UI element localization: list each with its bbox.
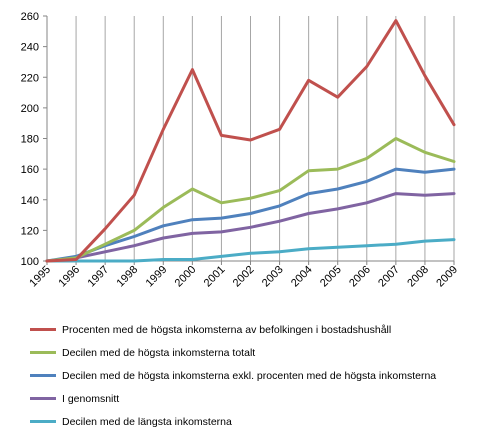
legend-swatch-series-4 bbox=[30, 397, 56, 400]
x-tick-label: 2001 bbox=[202, 264, 228, 290]
y-tick-label: 260 bbox=[21, 11, 39, 23]
legend-item: Decilen med de högsta inkomsterna totalt bbox=[30, 341, 475, 364]
x-tick-label: 1999 bbox=[144, 264, 170, 290]
y-tick-label: 180 bbox=[21, 134, 39, 146]
legend-label-series-2: Decilen med de högsta inkomsterna totalt bbox=[62, 346, 256, 359]
x-tick-label: 2000 bbox=[173, 264, 199, 290]
y-tick-label: 120 bbox=[21, 225, 39, 237]
y-tick-label: 200 bbox=[21, 103, 39, 115]
y-tick-label: 140 bbox=[21, 195, 39, 207]
legend-swatch-series-3 bbox=[30, 374, 56, 377]
x-tick-label: 2006 bbox=[347, 264, 373, 290]
x-tick-label: 2004 bbox=[289, 264, 315, 290]
x-tick-label: 2007 bbox=[376, 264, 402, 290]
y-tick-label: 220 bbox=[21, 72, 39, 84]
y-tick-label: 100 bbox=[21, 256, 39, 268]
x-tick-label: 1997 bbox=[85, 264, 111, 290]
series-line-2 bbox=[45, 137, 456, 263]
legend-swatch-series-1 bbox=[30, 328, 56, 331]
y-tick-label: 160 bbox=[21, 164, 39, 176]
legend-swatch-series-2 bbox=[30, 351, 56, 354]
series-line-5 bbox=[45, 238, 456, 263]
legend-label-series-4: I genomsnitt bbox=[62, 392, 120, 405]
chart-gridlines bbox=[75, 16, 455, 261]
legend-label-series-1: Procenten med de högsta inkomsterna av b… bbox=[62, 323, 392, 336]
legend-swatch-series-5 bbox=[30, 420, 56, 423]
y-tick-label: 240 bbox=[21, 42, 39, 54]
x-tick-label: 1996 bbox=[56, 264, 82, 290]
chart-series bbox=[45, 19, 456, 263]
legend-label-series-5: Decilen med de längsta inkomsterna bbox=[62, 415, 232, 428]
series-line-1 bbox=[45, 19, 456, 263]
x-tick-label: 1998 bbox=[115, 264, 141, 290]
x-tick-label: 2005 bbox=[318, 264, 344, 290]
legend-item: Procenten med de högsta inkomsterna av b… bbox=[30, 318, 475, 341]
legend-item: Decilen med de längsta inkomsterna bbox=[30, 410, 475, 433]
chart-legend: Procenten med de högsta inkomsterna av b… bbox=[30, 318, 475, 433]
legend-item: Decilen med de högsta inkomsterna exkl. … bbox=[30, 364, 475, 387]
x-tick-label: 2008 bbox=[405, 264, 431, 290]
legend-item: I genomsnitt bbox=[30, 387, 475, 410]
series-line-3 bbox=[45, 167, 456, 263]
x-tick-label: 2002 bbox=[231, 264, 257, 290]
series-line-4 bbox=[45, 192, 456, 263]
x-tick-label: 2003 bbox=[260, 264, 286, 290]
legend-label-series-3: Decilen med de högsta inkomsterna exkl. … bbox=[62, 369, 437, 382]
x-tick-label: 2009 bbox=[434, 264, 460, 290]
